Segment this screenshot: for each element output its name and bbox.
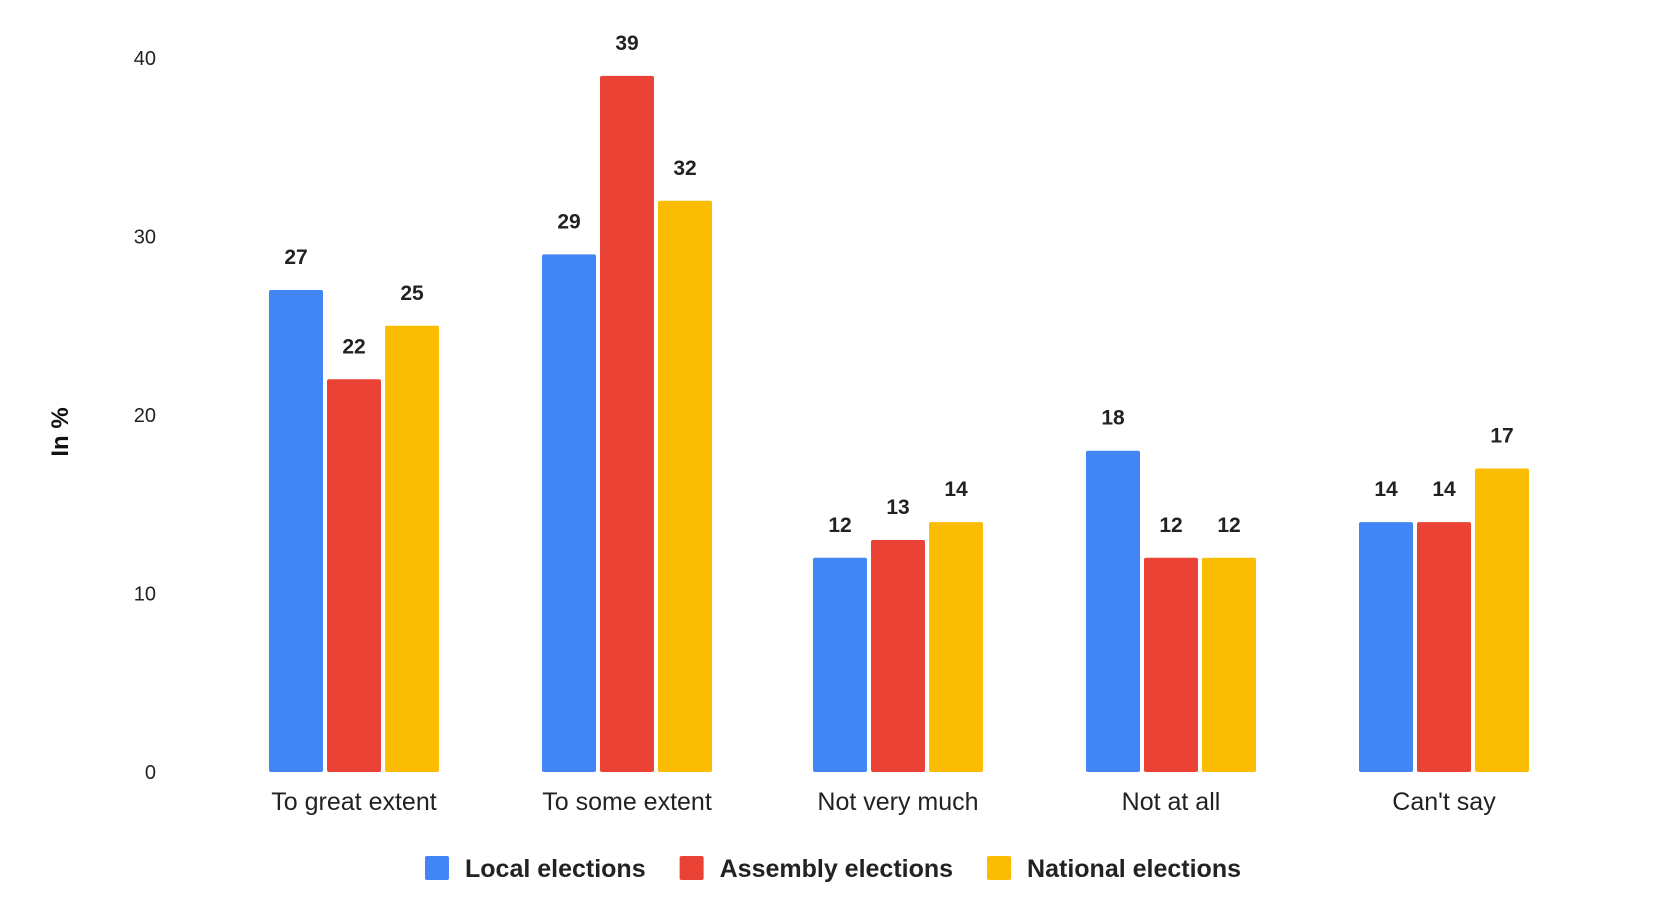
bar-value-label: 14: [1432, 478, 1456, 501]
bar[interactable]: [929, 522, 983, 772]
x-category-label: To great extent: [271, 788, 436, 816]
bar-value-label: 13: [886, 496, 909, 519]
bar[interactable]: [1475, 468, 1529, 772]
bar-value-label: 39: [615, 32, 638, 55]
legend-swatch: [424, 856, 449, 880]
bar[interactable]: [327, 379, 381, 772]
legend-swatch: [679, 856, 704, 880]
bar[interactable]: [542, 254, 596, 773]
y-tick-label: 20: [134, 405, 156, 427]
bar[interactable]: [813, 557, 867, 772]
bar-value-label: 17: [1490, 425, 1513, 448]
y-tick-label: 0: [145, 762, 156, 784]
bar-value-label: 27: [284, 246, 307, 269]
x-category-label: Not at all: [1122, 788, 1221, 816]
bar[interactable]: [385, 325, 439, 772]
legend: Local elections Assembly elections Nationa…: [424, 855, 1241, 883]
bar[interactable]: [1086, 450, 1140, 772]
bar-value-label: 22: [342, 335, 365, 358]
bar[interactable]: [1417, 522, 1471, 772]
legend-swatch: [987, 856, 1012, 880]
bar-value-label: 29: [557, 210, 580, 233]
bar-value-label: 12: [1217, 514, 1240, 537]
x-category-label: To some extent: [542, 788, 712, 816]
bars-group: [269, 75, 1529, 773]
bar[interactable]: [269, 290, 323, 772]
bar-value-label: 14: [1374, 478, 1398, 501]
bar[interactable]: [658, 200, 712, 773]
legend-label: Assembly elections: [720, 855, 953, 883]
bar-value-label: 18: [1101, 407, 1125, 430]
bar[interactable]: [1144, 557, 1198, 772]
bar[interactable]: [600, 75, 654, 773]
y-axis: 0 10 20 30 40: [134, 48, 156, 784]
bar-value-label: 25: [400, 282, 424, 305]
legend-item[interactable]: National elections: [987, 855, 1241, 883]
bar[interactable]: [1202, 557, 1256, 772]
bar[interactable]: [871, 539, 925, 772]
legend-label: Local elections: [465, 855, 646, 883]
x-category-label: Not very much: [817, 788, 978, 816]
y-tick-label: 40: [134, 48, 156, 70]
x-axis: To great extent To some extent Not very mu…: [271, 788, 1496, 816]
data-labels-group: 27 22 25 29 39 32 12 13 14 18 12 12 14 14 17: [284, 32, 1513, 537]
y-tick-label: 10: [134, 584, 156, 606]
legend-item[interactable]: Assembly elections: [679, 855, 953, 883]
y-tick-label: 30: [134, 227, 156, 249]
legend-item[interactable]: Local elections: [424, 855, 646, 883]
bar-value-label: 12: [1159, 514, 1182, 537]
legend-label: National elections: [1027, 855, 1241, 883]
bar-value-label: 12: [828, 514, 851, 537]
bar-value-label: 32: [673, 157, 696, 180]
y-axis-title: In %: [47, 407, 74, 456]
x-category-label: Can't say: [1392, 788, 1496, 816]
bar-value-label: 14: [944, 478, 968, 501]
bar[interactable]: [1359, 522, 1413, 772]
